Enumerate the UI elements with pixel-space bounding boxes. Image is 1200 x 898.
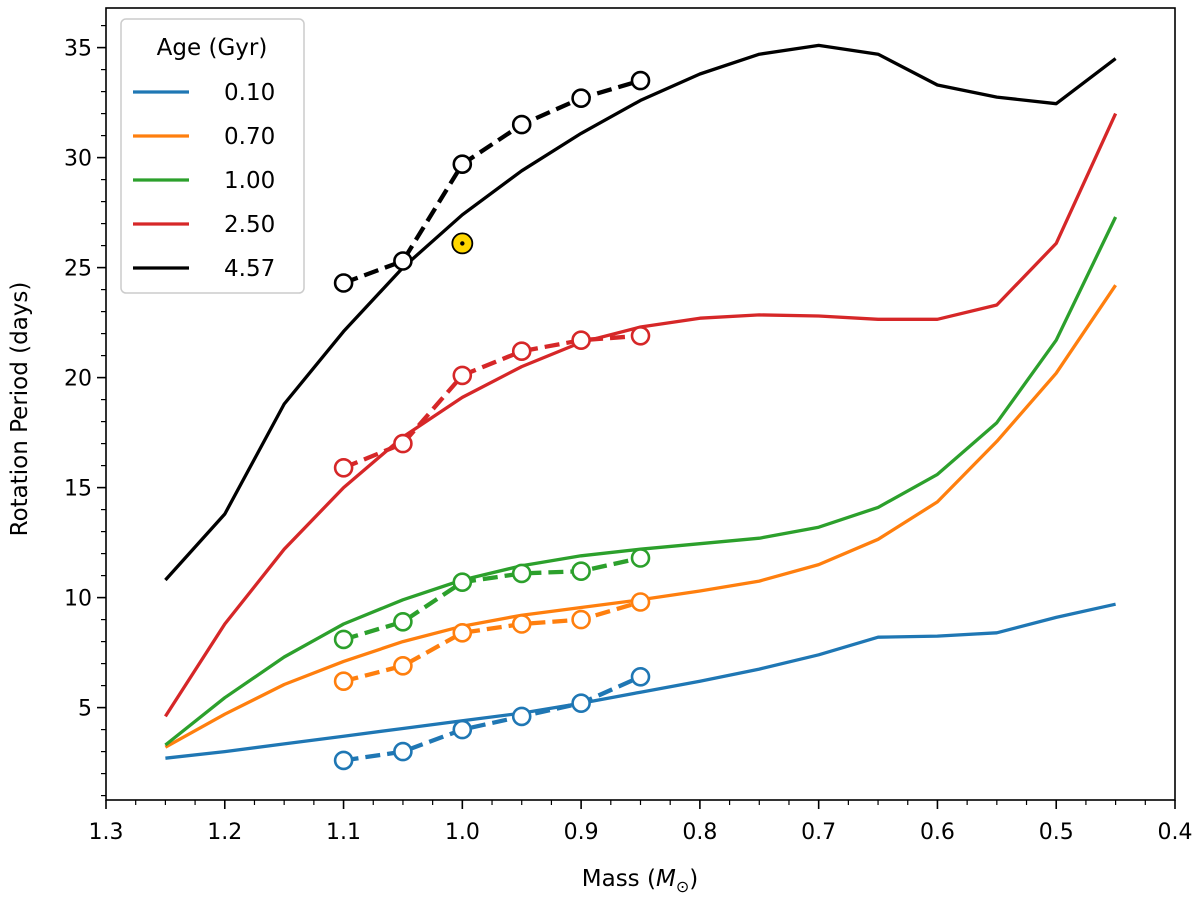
model-point-1.00-4 bbox=[571, 561, 591, 582]
model-point-0.70-2 bbox=[452, 622, 473, 643]
x-tick-label: 0.7 bbox=[801, 820, 836, 845]
x-tick-label: 0.4 bbox=[1158, 820, 1193, 845]
model-point-0.10-4 bbox=[571, 693, 591, 714]
model-point-0.10-2 bbox=[452, 719, 473, 740]
y-tick-label: 30 bbox=[64, 147, 92, 172]
y-axis-label: Rotation Period (days) bbox=[7, 282, 33, 537]
model-point-0.70-0 bbox=[333, 671, 354, 692]
model-point-2.50-4 bbox=[571, 330, 591, 351]
model-line-0.10 bbox=[343, 674, 642, 763]
legend-label-4.57: 4.57 bbox=[224, 256, 275, 282]
model-line-2.50 bbox=[342, 333, 641, 470]
model-point-1.00-5 bbox=[630, 548, 651, 568]
x-axis-label-text: Mass bbox=[582, 866, 640, 892]
model-line-0.70 bbox=[343, 599, 642, 684]
model-point-2.50-0 bbox=[333, 457, 354, 478]
model-point-0.70-3 bbox=[511, 614, 532, 634]
x-tick-label: 1.3 bbox=[89, 820, 124, 845]
x-tick-label: 1.1 bbox=[326, 820, 361, 845]
model-point-0.10-1 bbox=[393, 741, 413, 762]
model-point-1.00-3 bbox=[511, 563, 532, 584]
model-point-4.57-5 bbox=[630, 70, 651, 91]
series-line-2.50 bbox=[164, 112, 1118, 718]
model-point-2.50-5 bbox=[630, 325, 651, 346]
model-point-4.57-0 bbox=[333, 273, 354, 293]
y-tick-label: 20 bbox=[64, 367, 92, 392]
series-line-0.10 bbox=[165, 602, 1116, 760]
sun-marker-dot bbox=[460, 241, 465, 246]
legend-label-2.50: 2.50 bbox=[224, 212, 275, 238]
model-point-4.57-3 bbox=[511, 114, 532, 135]
model-point-0.10-5 bbox=[630, 666, 651, 687]
y-tick-label: 15 bbox=[64, 477, 92, 502]
y-tick-label: 10 bbox=[64, 587, 92, 612]
x-tick-label: 0.8 bbox=[682, 820, 717, 845]
legend-label-1.00: 1.00 bbox=[224, 168, 275, 194]
model-point-2.50-1 bbox=[393, 433, 413, 454]
x-axis-label-unit-sub: ⊙ bbox=[676, 877, 689, 896]
x-axis-label-unit: M bbox=[656, 866, 676, 892]
x-tick-label: 0.9 bbox=[564, 820, 599, 845]
axis-ticks-layer: 1.3 1.2 1.1 1.0 0.9 0.8 0.7 0.6 0.5 0.4 5 10 15 20 25 3… bbox=[64, 25, 1193, 845]
model-point-0.70-4 bbox=[571, 609, 591, 630]
model-point-0.10-3 bbox=[511, 706, 532, 727]
legend-label-0.10: 0.10 bbox=[224, 80, 275, 106]
x-tick-label: 1.2 bbox=[207, 820, 242, 845]
x-axis-label: Mass (M⊙) bbox=[582, 866, 698, 896]
model-point-0.70-5 bbox=[630, 592, 651, 612]
y-tick-label: 25 bbox=[64, 257, 92, 282]
legend: Age (Gyr) 0.10 0.70 1.00 2.50 4.57 bbox=[120, 18, 305, 294]
model-point-4.57-2 bbox=[452, 154, 473, 174]
model-point-1.00-1 bbox=[393, 611, 413, 632]
model-point-4.57-1 bbox=[393, 251, 413, 271]
series-line-1.00 bbox=[164, 216, 1118, 747]
legend-label-0.70: 0.70 bbox=[224, 124, 275, 150]
x-tick-label: 0.5 bbox=[1039, 820, 1074, 845]
model-point-0.10-0 bbox=[333, 750, 354, 771]
x-tick-label: 0.6 bbox=[920, 820, 955, 845]
model-point-2.50-3 bbox=[511, 341, 532, 362]
model-point-4.57-4 bbox=[571, 88, 591, 108]
model-point-1.00-2 bbox=[452, 572, 473, 593]
model-line-1.00 bbox=[342, 555, 641, 642]
model-point-1.00-0 bbox=[333, 629, 354, 650]
x-tick-label: 1.0 bbox=[445, 820, 480, 845]
model-point-2.50-2 bbox=[452, 365, 473, 386]
model-point-0.70-1 bbox=[393, 655, 413, 676]
y-tick-label: 5 bbox=[78, 697, 92, 722]
legend-title: Age (Gyr) bbox=[157, 35, 268, 61]
series-lines-layer bbox=[164, 43, 1118, 771]
y-tick-label: 35 bbox=[64, 37, 92, 62]
series-line-4.57 bbox=[164, 43, 1117, 582]
model-line-4.57 bbox=[342, 78, 642, 286]
